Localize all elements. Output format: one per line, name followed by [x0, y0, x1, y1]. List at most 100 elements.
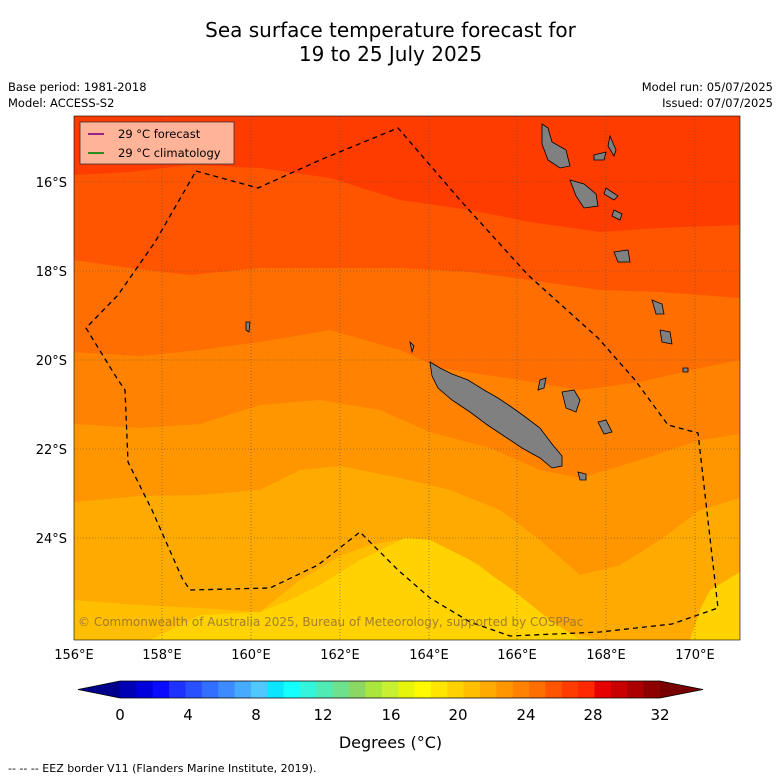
lon-label: 156°E	[54, 648, 94, 663]
colorbar	[77, 680, 704, 699]
title-line-1: Sea surface temperature forecast for	[205, 18, 576, 42]
colorbar-tick: 20	[448, 706, 467, 724]
sst-band-24	[150, 538, 580, 640]
lifou-island	[561, 389, 581, 413]
colorbar-segment	[381, 681, 399, 698]
colorbar-tick: 28	[583, 706, 602, 724]
model-run-text: Model run: 05/07/2025	[641, 80, 773, 94]
lon-label: 170°E	[675, 648, 715, 663]
colorbar-outline	[77, 680, 704, 699]
lat-label: 20°S	[36, 354, 67, 369]
longitude-labels: 156°E 158°E 160°E 162°E 164°E 166°E 168°…	[54, 648, 715, 663]
colorbar-segment	[349, 681, 366, 698]
latitude-labels: 16°S 18°S 20°S 22°S 24°S	[36, 176, 67, 547]
colorbar-tick: 16	[381, 706, 400, 724]
vanuatu-island-d	[611, 209, 623, 221]
colorbar-segment	[234, 681, 252, 698]
vanuatu-island-a	[593, 151, 607, 161]
colorbar-segment	[643, 681, 661, 698]
colorbar-tick: 8	[251, 706, 261, 724]
footer-text: -- -- -- EEZ border V11 (Flanders Marine…	[8, 762, 317, 775]
colorbar-tick-labels: 0 4 8 12 16 20 24 28 32	[115, 706, 669, 724]
climatology-legend-label: 29 °C climatology	[118, 146, 221, 160]
colorbar-tick: 0	[115, 706, 125, 724]
colorbar-segment	[267, 681, 285, 698]
map-frame	[73, 115, 741, 641]
lat-label: 22°S	[36, 443, 67, 458]
efate-island	[613, 249, 631, 263]
colorbar-segment	[316, 681, 334, 698]
colorbar-segment	[447, 681, 465, 698]
lat-label: 16°S	[36, 176, 67, 191]
issued-text: Issued: 07/07/2025	[662, 96, 773, 110]
colorbar-segment	[250, 681, 268, 698]
lon-label: 166°E	[497, 648, 537, 663]
lon-label: 160°E	[231, 648, 271, 663]
base-period-text: Base period: 1981-2018	[8, 80, 147, 94]
colorbar-segment	[430, 681, 448, 698]
lat-label: 18°S	[36, 265, 67, 280]
lon-label: 164°E	[409, 648, 449, 663]
colorbar-tick: 12	[313, 706, 332, 724]
malekula-island	[569, 179, 599, 209]
colorbar-tick: 32	[650, 706, 669, 724]
colorbar-max-extend	[660, 681, 703, 698]
copyright-text: © Commonwealth of Australia 2025, Bureau…	[78, 615, 583, 629]
colorbar-segment	[136, 681, 154, 698]
espiritu-santo-island	[541, 123, 571, 169]
tanna-island	[659, 329, 673, 345]
legend-box	[79, 121, 235, 165]
colorbar-segment	[545, 681, 563, 698]
lat-label: 24°S	[36, 532, 67, 547]
colorbar-segment	[120, 681, 137, 698]
model-text: Model: ACCESS-S2	[8, 96, 115, 110]
colorbar-tick: 4	[183, 706, 193, 724]
belep-islet	[409, 340, 415, 354]
aneityum-island	[682, 367, 689, 373]
lon-label: 162°E	[320, 648, 360, 663]
colorbar-segment	[610, 681, 628, 698]
colorbar-segment	[578, 681, 596, 698]
colorbar-segment	[169, 681, 186, 698]
map-area: © Commonwealth of Australia 2025, Bureau…	[74, 116, 740, 640]
lon-label: 168°E	[586, 648, 626, 663]
vanuatu-island-c	[603, 187, 619, 201]
colorbar-segment	[398, 681, 416, 698]
colorbar-segment	[300, 681, 317, 698]
land	[245, 123, 689, 481]
mare-island	[597, 419, 613, 435]
meta-right: Model run: 05/07/2025 Issued: 07/07/2025	[642, 79, 773, 111]
colorbar-title: Degrees (°C)	[338, 733, 443, 752]
erromango-island	[651, 299, 665, 315]
colorbar-segment	[283, 681, 301, 698]
colorbar-min-extend	[78, 681, 120, 698]
colorbar-segment	[594, 681, 612, 698]
ouvea-island	[537, 377, 547, 391]
isle-of-pines	[577, 471, 587, 481]
colorbar-segment	[201, 681, 219, 698]
colorbar-segment	[332, 681, 350, 698]
colorbar-segment	[496, 681, 514, 698]
colorbar-tick: 24	[516, 706, 535, 724]
colorbar-segment	[480, 681, 497, 698]
colorbar-segment	[463, 681, 481, 698]
chart-title: Sea surface temperature forecast for 19 …	[0, 18, 781, 66]
eez-border	[85, 127, 719, 637]
colorbar-segment	[512, 681, 530, 698]
new-caledonia-island	[429, 361, 563, 469]
meta-left: Base period: 1981-2018 Model: ACCESS-S2	[8, 79, 147, 111]
colorbar-segment	[414, 681, 432, 698]
colorbar-segment	[185, 681, 203, 698]
colorbar-segment	[561, 681, 579, 698]
colorbar-segment	[218, 681, 236, 698]
colorbar-segment	[152, 681, 170, 698]
title-line-2: 19 to 25 July 2025	[298, 42, 483, 66]
graticule	[74, 116, 740, 640]
colorbar-segment	[529, 681, 546, 698]
colorbar-segment	[627, 681, 645, 698]
colorbar-segment	[365, 681, 383, 698]
lon-label: 158°E	[142, 648, 182, 663]
sst-band-24-east	[690, 572, 740, 640]
forecast-legend-label: 29 °C forecast	[118, 127, 201, 141]
